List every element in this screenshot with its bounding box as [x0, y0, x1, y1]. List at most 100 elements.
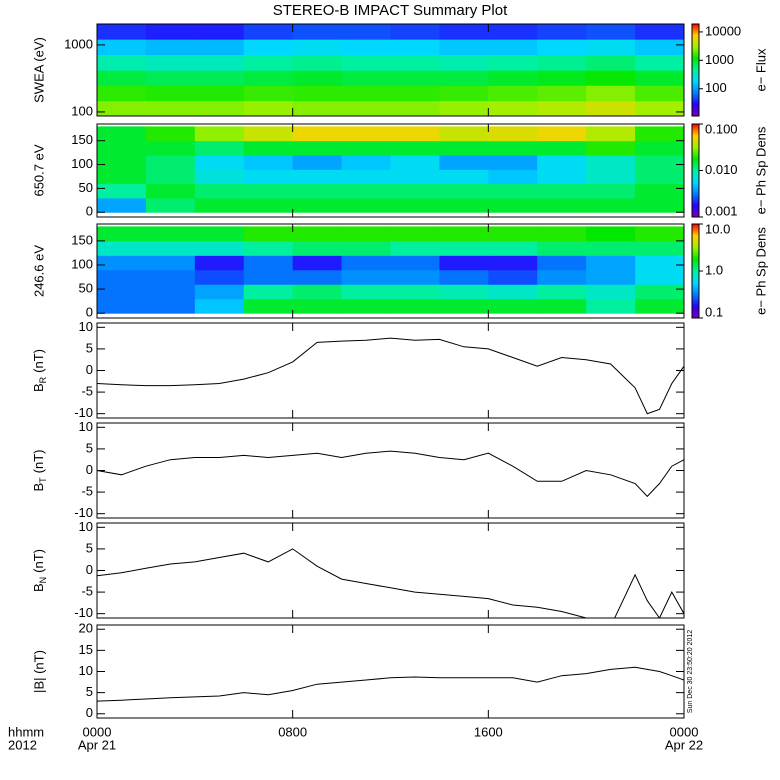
heatmap-cell	[97, 126, 147, 142]
heatmap-cell	[488, 140, 538, 156]
panel-frame	[96, 322, 685, 419]
heatmap-cell	[439, 269, 489, 285]
heatmap-cell	[586, 70, 636, 86]
heatmap-cell	[537, 155, 587, 170]
panel-frame	[96, 522, 685, 619]
heatmap-cell	[243, 284, 294, 300]
heatmap-cell	[390, 126, 440, 142]
colorbar	[691, 23, 700, 117]
heatmap-cell	[243, 183, 294, 199]
y-label-sub: N	[38, 577, 48, 584]
heatmap-cell	[586, 54, 636, 71]
heatmap-cell	[145, 140, 196, 156]
colorbar	[691, 123, 700, 218]
plot-title: STEREO-B IMPACT Summary Plot	[273, 2, 508, 19]
y-label-main: B	[31, 583, 46, 592]
heatmap-cell	[537, 126, 587, 142]
heatmap-cell	[243, 24, 294, 40]
heatmap-cell	[390, 183, 440, 199]
x-tick-label: 1600	[474, 724, 503, 739]
heatmap-cell	[635, 269, 684, 285]
heatmap-cell	[488, 100, 538, 116]
y-tick-label: 0	[86, 562, 93, 577]
y-label-sub: R	[38, 376, 48, 383]
heatmap-cell	[243, 155, 294, 170]
y-axis-label: BR (nT)	[31, 349, 48, 392]
heatmap-cell	[145, 70, 196, 86]
heatmap-cell	[145, 197, 196, 213]
heatmap-cell	[439, 54, 489, 71]
heatmap-cell	[390, 140, 440, 156]
y-axis-label: SWEA (eV)	[31, 37, 46, 103]
heatmap-cell	[341, 269, 391, 285]
heatmap-cell	[97, 197, 147, 213]
heatmap-cell	[488, 85, 538, 102]
date-label: Apr 22	[665, 737, 703, 752]
y-axis-label: BT (nT)	[31, 449, 48, 491]
heatmap-cell	[341, 284, 391, 300]
heatmap-cell	[97, 298, 147, 314]
y-label-unit: (nT)	[31, 549, 46, 573]
heatmap-cell	[292, 100, 343, 116]
heatmap-cell	[488, 255, 538, 271]
heatmap-cell	[292, 155, 343, 170]
heatmap-cell	[635, 70, 684, 86]
y-label-unit: (nT)	[31, 449, 46, 473]
heatmap-cell	[635, 100, 684, 116]
heatmap-cell	[439, 140, 489, 156]
heatmap-cell	[488, 39, 538, 55]
heatmap-cell	[586, 126, 636, 142]
heatmap	[97, 226, 684, 314]
heatmap-cell	[145, 226, 196, 242]
heatmap-cell	[635, 155, 684, 170]
heatmap-cell	[439, 255, 489, 271]
heatmap-cell	[635, 197, 684, 213]
y-axis-label: BN (nT)	[31, 549, 48, 592]
heatmap-cell	[488, 183, 538, 199]
y-tick-label: -10	[74, 605, 93, 620]
heatmap-cell	[341, 240, 391, 256]
year-label: 2012	[8, 737, 37, 752]
heatmap-cell	[635, 39, 684, 55]
heatmap-cell	[243, 100, 294, 116]
heatmap-cell	[243, 240, 294, 256]
y-axis-label: 650.7 eV	[31, 144, 46, 196]
heatmap-cell	[194, 24, 245, 40]
heatmap-cell	[341, 100, 391, 116]
heatmap-cell	[586, 183, 636, 199]
heatmap-cell	[194, 70, 245, 86]
heatmap-cell	[635, 284, 684, 300]
y-tick-label: 100	[71, 103, 93, 118]
heatmap-cell	[635, 298, 684, 314]
y-tick-label: 5	[86, 540, 93, 555]
heatmap-cell	[243, 226, 294, 242]
heatmap-cell	[488, 298, 538, 314]
heatmap-cell	[586, 269, 636, 285]
heatmap-cell	[537, 70, 587, 86]
heatmap-cell	[586, 226, 636, 242]
y-tick-label: -5	[81, 584, 93, 599]
panel-frame	[96, 123, 685, 218]
timestamp: Sun Dec 30 23:50:20 2012	[687, 630, 694, 713]
y-tick-label: 10	[79, 663, 93, 678]
heatmap-cell	[390, 197, 440, 213]
heatmap-cell	[488, 197, 538, 213]
heatmap-cell	[537, 85, 587, 102]
heatmap-cell	[341, 155, 391, 170]
heatmap-cell	[390, 226, 440, 242]
colorbar-tick-label: 0.1	[705, 304, 723, 319]
heatmap-cell	[243, 126, 294, 142]
y-tick-label: 50	[79, 281, 93, 296]
heatmap-cell	[390, 298, 440, 314]
heatmap-cell	[488, 240, 538, 256]
heatmap-cell	[635, 169, 684, 185]
heatmap-cell	[97, 54, 147, 71]
heatmap-cell	[292, 70, 343, 86]
heatmap-cell	[194, 155, 245, 170]
heatmap-cell	[292, 140, 343, 156]
heatmap-cell	[488, 24, 538, 40]
heatmap-cell	[292, 284, 343, 300]
heatmap-cell	[537, 284, 587, 300]
heatmap-cell	[243, 70, 294, 86]
